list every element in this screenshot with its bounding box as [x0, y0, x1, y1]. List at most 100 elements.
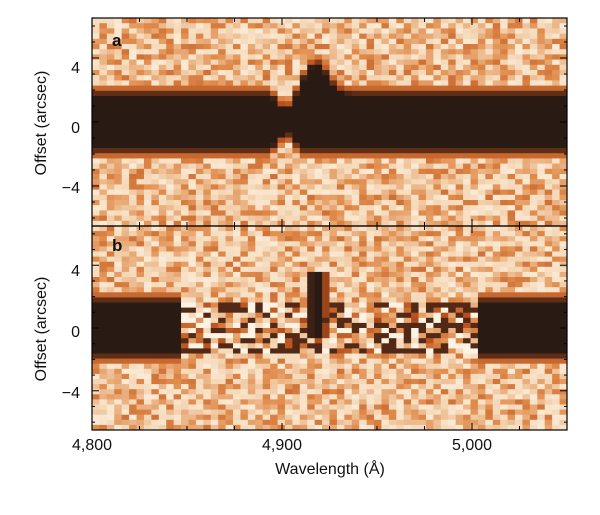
heatmap-cell	[240, 33, 249, 40]
heatmap-cell	[158, 343, 167, 349]
heatmap-cell	[292, 174, 301, 180]
heatmap-cell	[129, 54, 137, 60]
heatmap-cell	[559, 189, 567, 196]
heatmap-cell	[277, 184, 286, 190]
heatmap-cell	[173, 106, 182, 112]
heatmap-cell	[247, 111, 256, 118]
heatmap-cell	[492, 419, 501, 426]
heatmap-cell	[529, 373, 538, 380]
heatmap-cell	[240, 96, 249, 102]
heatmap-cell	[322, 256, 330, 263]
heatmap-cell	[374, 80, 382, 86]
heatmap-cell	[121, 189, 130, 196]
heatmap-cell	[225, 137, 234, 144]
heatmap-cell	[277, 404, 286, 410]
heatmap-cell	[143, 148, 152, 154]
heatmap-cell	[136, 194, 145, 201]
heatmap-cell	[284, 236, 293, 242]
heatmap-cell	[329, 132, 338, 138]
heatmap-cell	[507, 409, 516, 416]
heatmap-cell	[307, 338, 316, 344]
heatmap-cell	[114, 419, 123, 426]
heatmap-cell	[507, 215, 516, 222]
heatmap-cell	[218, 241, 226, 247]
heatmap-cell	[129, 18, 137, 24]
heatmap-cell	[374, 333, 382, 339]
heatmap-cell	[329, 379, 338, 385]
heatmap-cell	[411, 116, 419, 123]
heatmap-cell	[477, 33, 486, 40]
heatmap-cell	[218, 389, 226, 395]
heatmap-cell	[366, 64, 375, 71]
heatmap-cell	[359, 54, 368, 60]
heatmap-cell	[299, 384, 308, 390]
heatmap-cell	[143, 241, 152, 247]
heatmap-cell	[366, 363, 375, 370]
heatmap-cell	[203, 49, 212, 55]
heatmap-cell	[129, 404, 137, 410]
heatmap-cell	[374, 64, 382, 71]
heatmap-cell	[448, 241, 457, 247]
heatmap-cell	[210, 116, 219, 123]
heatmap-cell	[166, 358, 175, 365]
heatmap-cell	[151, 231, 160, 237]
heatmap-cell	[515, 163, 523, 170]
heatmap-cell	[292, 163, 301, 170]
heatmap-cell	[418, 101, 427, 107]
heatmap-cell	[158, 163, 167, 170]
heatmap-cell	[314, 59, 323, 66]
heatmap-cell	[515, 363, 523, 370]
heatmap-cell	[233, 353, 241, 359]
heatmap-cell	[284, 200, 293, 206]
heatmap-cell	[440, 122, 449, 128]
heatmap-cell	[247, 148, 256, 154]
heatmap-cell	[559, 38, 567, 45]
heatmap-cell	[314, 399, 323, 405]
heatmap-cell	[129, 307, 137, 314]
heatmap-cell	[500, 394, 509, 400]
heatmap-cell	[433, 312, 442, 319]
heatmap-cell	[233, 338, 241, 344]
heatmap-cell	[277, 343, 286, 349]
heatmap-cell	[270, 414, 278, 421]
heatmap-cell	[173, 302, 182, 308]
heatmap-cell	[329, 302, 338, 308]
heatmap-cell	[351, 266, 360, 273]
heatmap-cell	[418, 184, 427, 190]
heatmap-cell	[322, 343, 330, 349]
heatmap-cell	[114, 353, 123, 359]
heatmap-cell	[314, 49, 323, 55]
heatmap-cell	[106, 75, 115, 81]
heatmap-cell	[522, 220, 531, 226]
heatmap-cell	[522, 189, 531, 196]
heatmap-cell	[381, 419, 390, 426]
heatmap-cell	[121, 168, 130, 175]
heatmap-cell	[522, 414, 531, 421]
heatmap-cell	[359, 44, 368, 50]
heatmap-cell	[255, 266, 264, 273]
heatmap-cell	[388, 379, 397, 385]
heatmap-cell	[292, 184, 301, 190]
heatmap-cell	[114, 200, 123, 206]
heatmap-cell	[433, 59, 442, 66]
heatmap-cell	[433, 137, 442, 144]
heatmap-cell	[92, 168, 100, 175]
heatmap-cell	[92, 174, 100, 180]
heatmap-cell	[240, 70, 249, 76]
heatmap-cell	[403, 38, 412, 45]
heatmap-cell	[181, 266, 189, 273]
heatmap-cell	[522, 116, 531, 123]
heatmap-cell	[366, 122, 375, 128]
heatmap-cell	[359, 328, 368, 334]
heatmap-cell	[292, 256, 301, 263]
heatmap-cell	[143, 358, 152, 365]
heatmap-cell	[210, 266, 219, 273]
heatmap-cell	[284, 384, 293, 390]
heatmap-cell	[403, 338, 412, 344]
heatmap-cell	[121, 256, 130, 263]
heatmap-cell	[284, 266, 293, 273]
heatmap-cell	[322, 59, 330, 66]
heatmap-cell	[537, 241, 546, 247]
heatmap-cell	[544, 85, 553, 92]
heatmap-cell	[366, 424, 375, 430]
